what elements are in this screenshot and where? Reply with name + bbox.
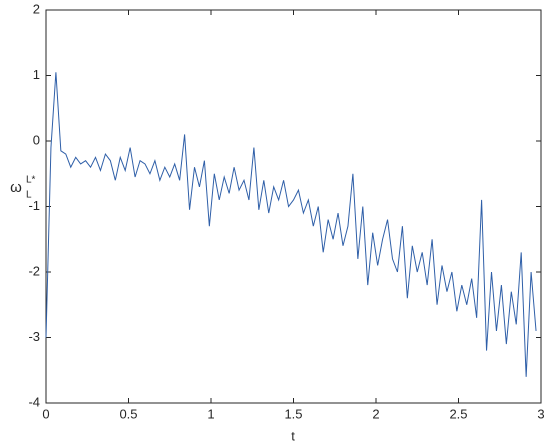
x-tick-label: 3	[537, 406, 544, 421]
y-axis-label: ω	[10, 179, 22, 196]
y-tick-label: 2	[33, 1, 40, 16]
y-tick-label: 1	[33, 67, 40, 82]
y-tick-label: -2	[28, 263, 40, 278]
axes-box	[45, 9, 542, 404]
x-tick-label: 1	[207, 406, 214, 421]
y-tick-label: -3	[28, 329, 40, 344]
x-tick-label: 0.5	[119, 406, 137, 421]
y-tick-label: -1	[28, 198, 40, 213]
y-tick-label: -4	[28, 394, 40, 409]
x-axis-label: t	[291, 428, 295, 443]
data-line	[45, 72, 537, 377]
y-tick-label: 0	[33, 132, 40, 147]
x-tick-label: 0	[42, 406, 49, 421]
x-tick-label: 2.5	[449, 406, 467, 421]
y-axis-label-sub: L	[26, 190, 32, 201]
x-tick-label: 1.5	[284, 406, 302, 421]
x-tick-label: 2	[372, 406, 379, 421]
y-axis-label-sup: L*	[26, 175, 36, 186]
